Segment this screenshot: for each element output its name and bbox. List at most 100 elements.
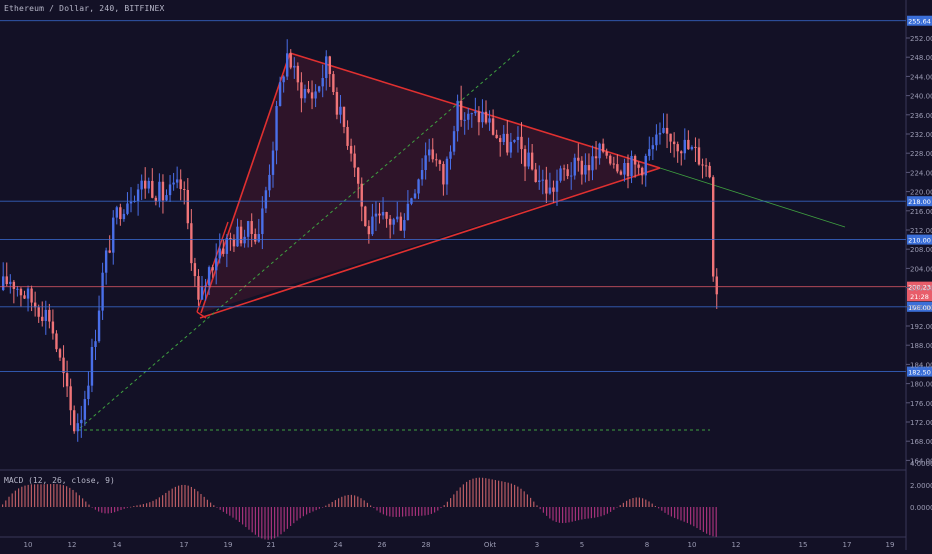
candle-body <box>126 203 129 214</box>
macd-bar <box>171 488 173 507</box>
price-axis[interactable]: 252.00 248.00 244.00 240.00 236.00 232.00 228.… <box>906 35 932 512</box>
candle-body <box>516 136 520 141</box>
time-tick-label: 19 <box>224 541 233 549</box>
candle-body <box>332 74 335 93</box>
macd-bar <box>347 494 349 507</box>
macd-bar <box>382 507 384 515</box>
macd-bar <box>686 507 688 524</box>
macd-bar <box>190 486 192 507</box>
macd-bar <box>507 482 509 507</box>
macd-bar <box>88 504 90 507</box>
macd-bar <box>446 501 448 507</box>
macd-bar <box>248 507 250 530</box>
macd-bar <box>638 497 640 507</box>
candle-body <box>335 92 339 115</box>
candle-body <box>5 276 8 285</box>
candle-body <box>229 238 232 240</box>
pattern-base <box>196 311 207 319</box>
time-tick-label: 17 <box>180 541 189 549</box>
macd-bar <box>501 481 503 507</box>
macd-bar <box>277 507 279 537</box>
macd-bar <box>37 484 39 507</box>
price-tick-label: 180.00 <box>910 381 932 389</box>
candle-body <box>672 141 676 145</box>
candle-body <box>665 127 669 134</box>
price-tick-label: 216.00 <box>910 208 932 216</box>
price-tick-label: 244.00 <box>910 73 932 81</box>
candle-body <box>307 88 310 93</box>
macd-bar <box>619 505 621 507</box>
candle-body <box>630 155 633 177</box>
macd-bar <box>331 501 333 507</box>
candle-body <box>293 65 296 68</box>
time-axis[interactable]: 10 12 14 17 19 21 24 26 28 Okt 3 5 8 10 12 15 17 19 <box>24 541 895 549</box>
macd-bar <box>523 491 525 507</box>
macd-bar <box>338 498 340 507</box>
candle-body <box>33 302 37 308</box>
macd-bar <box>562 507 564 524</box>
macd-bar <box>341 496 343 507</box>
price-tick-label: 220.00 <box>910 189 932 197</box>
candle-body <box>144 180 147 189</box>
macd-bar <box>107 507 109 514</box>
candle-body <box>456 100 459 132</box>
macd-bar <box>494 480 496 507</box>
candle-body <box>541 179 544 181</box>
candle-body <box>317 86 321 92</box>
macd-bar <box>478 477 480 507</box>
level-badge <box>907 291 932 302</box>
candle-body <box>51 321 55 334</box>
level-badge-label: 218.00 <box>908 198 931 206</box>
macd-bar <box>539 507 541 510</box>
macd-bar <box>661 507 663 511</box>
macd-bar <box>430 507 432 514</box>
candle-body <box>424 155 427 171</box>
candle-body <box>23 295 26 299</box>
candle-body <box>62 357 65 374</box>
price-tick-label: 200.00 <box>910 285 932 293</box>
candle-body <box>545 179 548 194</box>
macd-bar <box>622 502 624 507</box>
macd-bar <box>242 507 244 525</box>
candle-body <box>41 316 44 321</box>
candle-body <box>499 138 502 143</box>
candle-body <box>225 238 229 254</box>
macd-bar <box>229 507 231 516</box>
time-tick-label: 19 <box>886 541 895 549</box>
candle-body <box>708 165 711 178</box>
candle-body <box>680 151 683 154</box>
macd-bar <box>597 507 599 518</box>
candle-body <box>204 285 207 287</box>
candle-body <box>58 349 62 358</box>
candle-body <box>26 288 30 299</box>
macd-bar <box>264 507 266 540</box>
price-tick-label: 196.00 <box>910 304 932 312</box>
macd-bar <box>72 489 74 507</box>
macd-bar <box>168 490 170 507</box>
candle-body <box>431 149 434 160</box>
macd-bar <box>664 507 666 513</box>
price-tick-label: 204.00 <box>910 265 932 273</box>
macd-bar <box>437 507 439 511</box>
macd-bar <box>590 507 592 519</box>
time-tick-label: 28 <box>422 541 431 549</box>
macd-bar <box>69 487 71 507</box>
candle-body <box>254 233 257 242</box>
level-badge-label: 196.00 <box>908 304 931 312</box>
candle-body <box>509 141 513 153</box>
candle-body <box>239 226 243 244</box>
time-tick-label: 10 <box>688 541 697 549</box>
macd-bar <box>533 501 535 507</box>
macd-bar <box>24 485 26 507</box>
candle-body <box>261 208 264 235</box>
level-badge <box>907 281 932 292</box>
macd-bar <box>149 502 151 507</box>
macd-bar <box>184 484 186 507</box>
macd-bar <box>696 507 698 529</box>
candle-body <box>584 165 587 175</box>
candle-body <box>562 168 566 170</box>
candle-body <box>491 118 495 135</box>
